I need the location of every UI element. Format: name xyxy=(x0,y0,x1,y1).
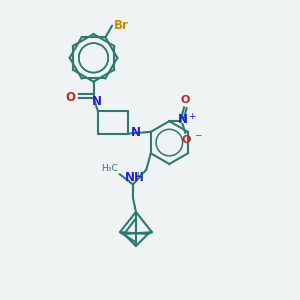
Text: Br: Br xyxy=(114,19,128,32)
Text: N: N xyxy=(92,95,101,108)
Text: NH: NH xyxy=(125,171,145,184)
Text: N: N xyxy=(131,126,141,139)
Text: O: O xyxy=(182,135,191,146)
Text: +: + xyxy=(188,112,195,121)
Text: N: N xyxy=(177,113,188,127)
Text: O: O xyxy=(65,92,75,104)
Text: −: − xyxy=(194,130,201,139)
Text: H: H xyxy=(136,172,143,181)
Text: H₃C: H₃C xyxy=(101,164,118,172)
Text: O: O xyxy=(181,95,190,105)
